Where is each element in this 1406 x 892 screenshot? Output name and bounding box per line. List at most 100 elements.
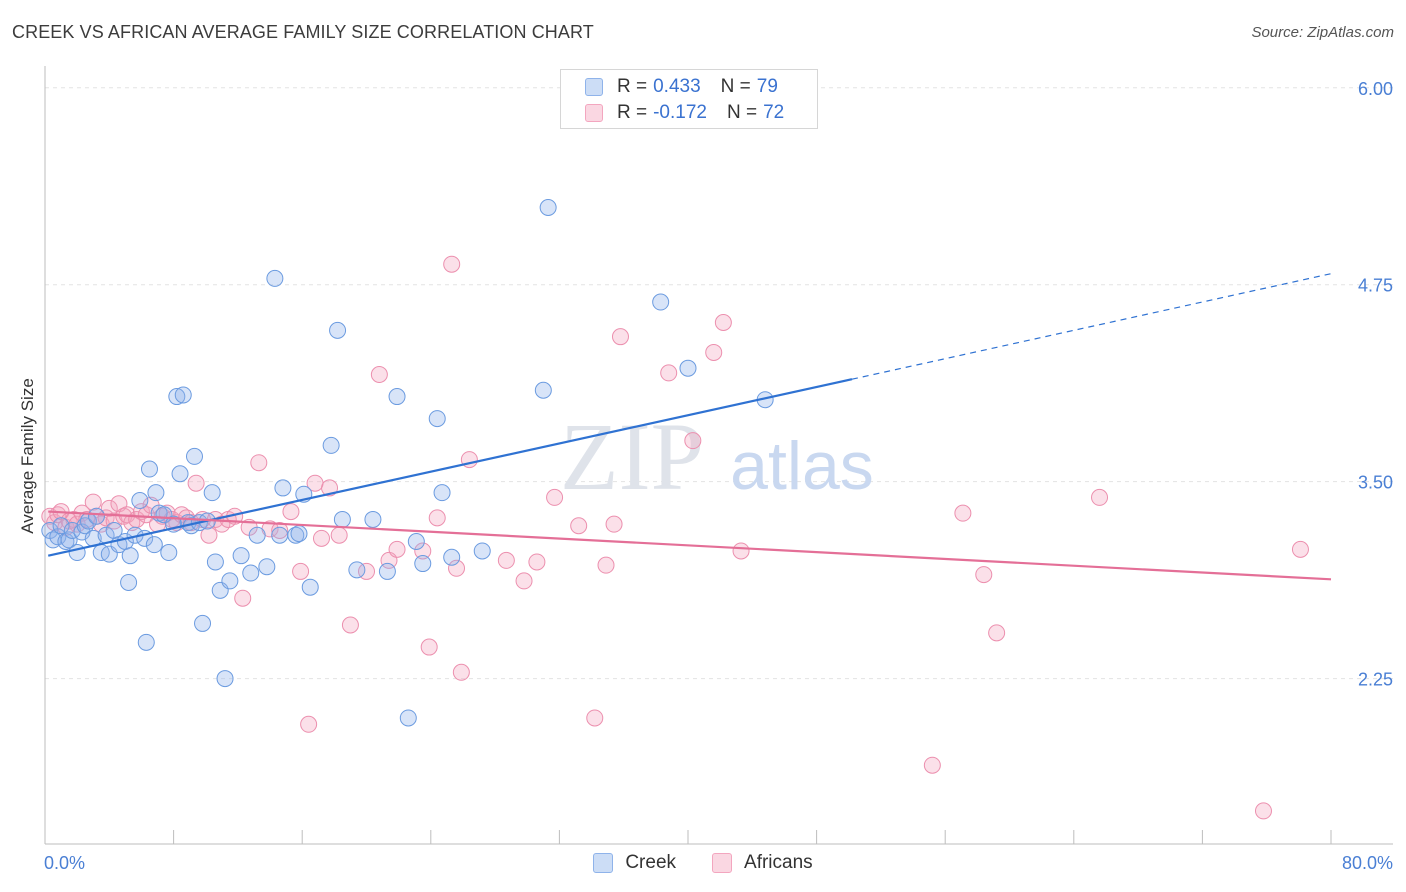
creek-point bbox=[174, 386, 192, 404]
y-axis-label: Average Family Size bbox=[18, 378, 37, 534]
creek-point bbox=[68, 544, 86, 562]
creek-point bbox=[232, 547, 250, 565]
africans-point bbox=[200, 526, 218, 544]
creek-point bbox=[216, 670, 234, 688]
africans-point bbox=[282, 503, 300, 521]
creek-point bbox=[206, 553, 224, 571]
r-label: R = bbox=[617, 76, 648, 97]
creek-point bbox=[301, 578, 319, 596]
chart-title: CREEK VS AFRICAN AVERAGE FAMILY SIZE COR… bbox=[12, 22, 594, 42]
creek-point bbox=[271, 526, 289, 544]
trend-lines bbox=[47, 273, 1332, 581]
stats-box: R = 0.433 N = 79 R = -0.172 N = 72 bbox=[560, 69, 818, 129]
creek-point bbox=[160, 544, 178, 562]
africans-point bbox=[300, 715, 318, 733]
stats-row-creek: R = 0.433 N = 79 bbox=[585, 75, 778, 99]
africans-point bbox=[515, 572, 533, 590]
africans-point bbox=[312, 529, 330, 547]
creek-point bbox=[414, 555, 432, 573]
legend-label: Africans bbox=[744, 852, 813, 873]
axes bbox=[44, 66, 1393, 845]
africans-point bbox=[923, 756, 941, 774]
africans-point bbox=[100, 499, 118, 517]
gridlines bbox=[45, 87, 1393, 680]
creek-point bbox=[364, 510, 382, 528]
creek-point bbox=[679, 359, 697, 377]
africans-point bbox=[234, 589, 252, 607]
y-tick-label: 6.00 bbox=[1358, 79, 1393, 99]
creek-point bbox=[87, 507, 105, 525]
africans-points bbox=[41, 255, 1309, 820]
creek-point bbox=[652, 293, 670, 311]
creek-point bbox=[333, 510, 351, 528]
africans-point bbox=[954, 504, 972, 522]
x-tick-label: 0.0% bbox=[44, 853, 85, 873]
africans-point bbox=[546, 488, 564, 506]
africans-point bbox=[388, 540, 406, 558]
africans-point bbox=[420, 638, 438, 656]
watermark-zip: ZIP bbox=[560, 403, 704, 510]
creek-swatch bbox=[593, 853, 614, 873]
creek-point bbox=[407, 533, 425, 551]
africans-point bbox=[250, 454, 268, 472]
creek-point bbox=[388, 388, 406, 406]
creek-point bbox=[539, 198, 557, 216]
r-value: 0.433 bbox=[653, 76, 701, 97]
africans-point bbox=[370, 365, 388, 383]
africans-point bbox=[330, 526, 348, 544]
creek-swatch bbox=[585, 78, 603, 96]
africans-point bbox=[341, 616, 359, 634]
y-tick-labels: 2.25 3.50 4.75 6.00 bbox=[1358, 79, 1393, 690]
creek-point bbox=[433, 484, 451, 502]
creek-point bbox=[171, 465, 189, 483]
africans-point bbox=[1254, 802, 1272, 820]
creek-point bbox=[258, 558, 276, 576]
creek-point bbox=[221, 572, 239, 590]
n-label: N = bbox=[726, 102, 758, 123]
n-label: N = bbox=[720, 76, 751, 97]
creek-point bbox=[248, 526, 266, 544]
y-tick-label: 4.75 bbox=[1358, 276, 1393, 296]
n-value: 79 bbox=[756, 76, 778, 97]
africans-point bbox=[271, 521, 289, 539]
creek-point bbox=[534, 381, 552, 399]
stats-row-africans: R = -0.172 N = 72 bbox=[585, 101, 784, 125]
africans-point bbox=[414, 542, 432, 560]
creek-point bbox=[274, 479, 292, 497]
legend-item-africans[interactable]: Africans bbox=[712, 852, 813, 874]
creek-point bbox=[145, 536, 163, 554]
creek-point bbox=[147, 484, 165, 502]
africans-point bbox=[292, 562, 310, 580]
africans-point bbox=[497, 551, 515, 569]
africans-point bbox=[732, 542, 750, 560]
creek-point bbox=[168, 388, 186, 406]
africans-swatch bbox=[585, 104, 603, 122]
africans-point bbox=[597, 556, 615, 574]
africans-point bbox=[714, 314, 732, 332]
creek-point bbox=[428, 410, 446, 428]
creek-point bbox=[242, 564, 260, 582]
creek-point bbox=[322, 436, 340, 454]
legend-item-creek[interactable]: Creek bbox=[593, 852, 676, 874]
creek-point bbox=[185, 447, 203, 465]
africans-point bbox=[605, 515, 623, 533]
africans-point bbox=[586, 709, 604, 727]
watermark-atlas: atlas bbox=[730, 428, 874, 504]
africans-point bbox=[1091, 488, 1109, 506]
africans-point bbox=[611, 328, 629, 346]
africans-point bbox=[988, 624, 1006, 642]
africans-point bbox=[123, 514, 141, 532]
creek-trend-line bbox=[47, 378, 853, 557]
r-label: R = bbox=[617, 102, 648, 123]
creek-point bbox=[399, 709, 417, 727]
y-tick-label: 3.50 bbox=[1358, 473, 1393, 493]
r-value: -0.172 bbox=[653, 102, 707, 123]
creek-point bbox=[121, 547, 139, 565]
africans-point bbox=[705, 343, 723, 361]
creek-point bbox=[443, 548, 461, 566]
creek-point bbox=[348, 561, 366, 579]
africans-point bbox=[443, 255, 461, 273]
africans-swatch bbox=[712, 853, 733, 873]
africans-point bbox=[187, 474, 205, 492]
